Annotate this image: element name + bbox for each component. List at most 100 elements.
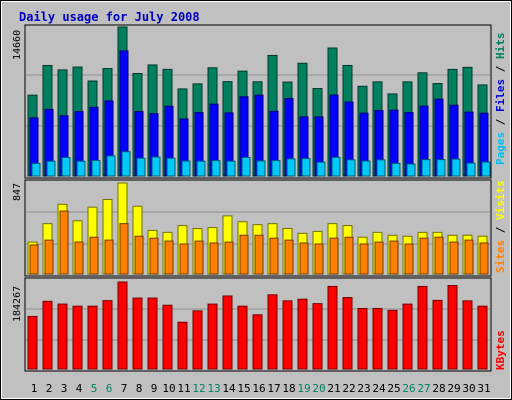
legend: Pages / Files / Hits — [494, 33, 507, 166]
bar-kbytes-day-23 — [357, 308, 368, 370]
legend-separator: / — [494, 112, 507, 132]
x-tick-label-day-25: 25 — [387, 382, 400, 395]
x-tick-label-day-31: 31 — [477, 382, 490, 395]
bar-kbytes-day-8 — [132, 297, 143, 370]
bar-pages-day-11 — [181, 160, 191, 177]
bar-pages-day-22 — [346, 159, 356, 177]
bar-pages-day-10 — [166, 157, 176, 177]
bar-sites-day-3 — [59, 210, 69, 275]
bar-sites-day-10 — [164, 240, 174, 275]
bar-sites-day-12 — [194, 240, 204, 275]
bar-sites-day-15 — [239, 234, 249, 275]
bar-kbytes-day-10 — [162, 304, 173, 370]
bar-sites-day-19 — [299, 242, 309, 275]
legend: KBytes — [494, 330, 507, 370]
bar-sites-day-23 — [359, 243, 369, 275]
legend-entry-files: Files — [494, 79, 507, 112]
bar-pages-day-5 — [91, 159, 101, 177]
x-tick-label-day-20: 20 — [312, 382, 325, 395]
bar-pages-day-23 — [361, 160, 371, 177]
bar-pages-day-6 — [106, 155, 116, 177]
x-tick-label-day-6: 6 — [106, 382, 113, 395]
bar-sites-day-27 — [419, 237, 429, 275]
bar-pages-day-30 — [466, 162, 476, 177]
bar-sites-day-21 — [329, 237, 339, 275]
bar-kbytes-day-4 — [72, 305, 83, 370]
bar-sites-day-22 — [344, 236, 354, 275]
x-tick-label-day-17: 17 — [267, 382, 280, 395]
bar-pages-day-14 — [226, 160, 236, 177]
bar-kbytes-day-29 — [447, 284, 458, 370]
bar-sites-day-6 — [104, 239, 114, 275]
bar-kbytes-day-21 — [327, 285, 338, 370]
bar-sites-day-11 — [179, 243, 189, 275]
bar-kbytes-day-11 — [177, 321, 188, 370]
legend-entry-hits: Hits — [494, 33, 507, 60]
x-tick-label-day-12: 12 — [192, 382, 205, 395]
bar-kbytes-day-19 — [297, 298, 308, 370]
bar-pages-day-16 — [256, 160, 266, 177]
bar-sites-day-24 — [374, 241, 384, 275]
bar-kbytes-day-22 — [342, 297, 353, 370]
legend-entry-sites: Sites — [494, 240, 507, 273]
bar-kbytes-day-3 — [57, 303, 68, 370]
bars — [27, 26, 491, 177]
x-tick-label-day-1: 1 — [31, 382, 38, 395]
bar-sites-day-13 — [209, 242, 219, 275]
bar-pages-day-17 — [271, 160, 281, 177]
bar-kbytes-day-31 — [477, 305, 488, 370]
bar-pages-day-2 — [46, 160, 56, 177]
x-tick-label-day-13: 13 — [207, 382, 220, 395]
bar-kbytes-day-26 — [402, 303, 413, 370]
bar-pages-day-19 — [301, 158, 311, 177]
x-tick-label-day-23: 23 — [357, 382, 370, 395]
bar-sites-day-31 — [479, 242, 489, 275]
x-tick-label-day-28: 28 — [432, 382, 445, 395]
bar-pages-day-7 — [121, 151, 131, 177]
x-tick-label-day-8: 8 — [136, 382, 143, 395]
bar-kbytes-day-18 — [282, 300, 293, 370]
bar-kbytes-day-16 — [252, 314, 263, 370]
bar-sites-day-2 — [44, 239, 54, 275]
x-tick-label-day-27: 27 — [417, 382, 430, 395]
y-max-label: 184267 — [12, 286, 23, 322]
x-tick-label-day-15: 15 — [237, 382, 250, 395]
bar-kbytes-day-6 — [102, 300, 113, 370]
bar-sites-day-17 — [269, 237, 279, 275]
x-tick-label-day-26: 26 — [402, 382, 415, 395]
bar-kbytes-day-30 — [462, 300, 473, 370]
bars — [27, 281, 488, 370]
bar-kbytes-day-20 — [312, 303, 323, 370]
bar-pages-day-3 — [61, 157, 71, 177]
bar-pages-day-1 — [31, 162, 41, 177]
bar-kbytes-day-1 — [27, 315, 38, 370]
x-tick-label-day-7: 7 — [121, 382, 128, 395]
bar-sites-day-28 — [434, 236, 444, 275]
bar-sites-day-25 — [389, 240, 399, 275]
bar-kbytes-day-17 — [267, 294, 278, 370]
bar-kbytes-day-12 — [192, 310, 203, 370]
x-tick-label-day-16: 16 — [252, 382, 265, 395]
x-tick-label-day-21: 21 — [327, 382, 340, 395]
bar-pages-day-4 — [76, 160, 86, 177]
legend-entry-pages: Pages — [494, 132, 507, 165]
panel-hits-files-pages: 14660 Pages / Files / Hits — [12, 24, 507, 179]
bar-pages-day-12 — [196, 160, 206, 177]
bar-kbytes-day-7 — [117, 281, 128, 370]
bar-sites-day-5 — [89, 236, 99, 275]
bar-kbytes-day-13 — [207, 303, 218, 370]
bar-sites-day-1 — [29, 244, 39, 275]
chart-title: Daily usage for July 2008 — [19, 10, 200, 24]
bar-pages-day-31 — [481, 161, 491, 177]
bar-kbytes-day-24 — [372, 308, 383, 370]
bar-pages-day-24 — [376, 159, 386, 177]
bar-pages-day-20 — [316, 161, 326, 177]
legend-entry-kbytes: KBytes — [494, 330, 507, 370]
panel-visits-sites: 847 Sites / Visits — [12, 179, 507, 277]
bar-sites-day-29 — [449, 241, 459, 275]
bar-pages-day-18 — [286, 158, 296, 177]
bar-sites-day-7 — [119, 223, 129, 275]
x-axis-day-labels: 1 2 3 4 5 6 7 8 9 10 11 12 13 14 15 16 17 18 19 20 21 22 23 24 2… — [31, 382, 491, 395]
legend-entry-visits: Visits — [494, 180, 507, 220]
